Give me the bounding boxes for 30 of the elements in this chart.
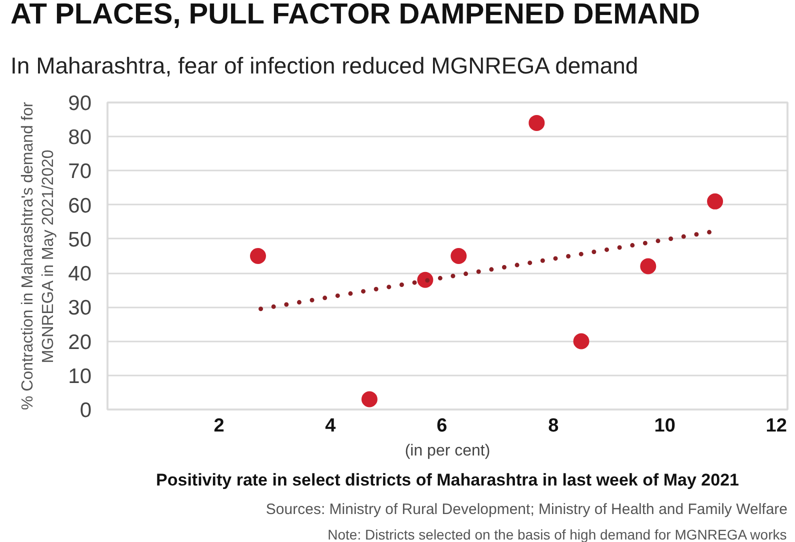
y-tick-label: 40 [68,262,92,286]
point [573,333,590,350]
text: (in per cent) [404,442,490,460]
point [361,391,378,408]
y-tick-label: 90 [68,92,92,115]
point [640,258,656,274]
y-axis-title: % Contraction in Maharashtra's demand for MGNREGA in May 2021/2020 [20,101,58,410]
point [528,114,545,131]
x-tick-label: 4 [325,416,336,436]
y-tick-label: 50 [68,228,92,252]
point [707,193,724,210]
chart-title: AT PLACES, PULL FACTOR DAMPENED DEMAND [10,0,700,30]
y-tick-label: 70 [68,160,92,184]
y-tick-label: 10 [68,364,92,388]
point [417,272,434,288]
y-tick-label: 20 [68,330,92,354]
x-tick-label: 10 [654,416,676,436]
point [250,248,266,264]
source-note: Sources: Ministry of Rural Development; Ministry of Health and Family Welfare [266,501,788,518]
chart-subtitle: In Maharashtra, fear of infection reduced MGNREGA demand [10,52,638,78]
y-tick-label: 30 [68,296,92,320]
y-tick-label: 0 [80,399,92,422]
x-tick-label: 8 [548,416,559,436]
point [450,248,467,264]
x-tick-label: 12 [766,416,787,436]
y-tick-label: 60 [68,194,92,218]
x-tick-label: 2 [214,416,224,436]
y-tick-label: 80 [68,126,92,150]
x-tick-label: 6 [436,416,448,436]
x-axis-title: Positivity rate in select districts of Maharashtra in last week of May 2021 [156,470,739,490]
